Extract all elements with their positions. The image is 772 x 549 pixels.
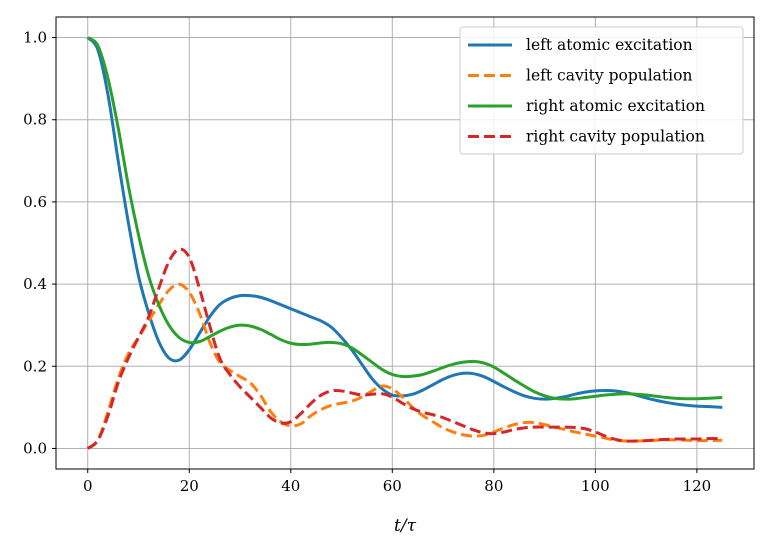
series-line-right-cavity-population (86, 247, 723, 450)
axis-ticks: 0 20 40 60 80 100 120 0.0 0.2 0.4 0.6 0.8 1.0 (23, 29, 711, 495)
axes-frame (55, 16, 755, 470)
series-line-right-atomic-excitation (86, 36, 723, 401)
legend-box (459, 26, 744, 155)
y-tick-label: 0.0 (23, 439, 47, 457)
x-tick-label: 40 (281, 477, 300, 495)
legend-label: left atomic excitation (526, 36, 693, 54)
y-tick-label: 0.6 (23, 193, 47, 211)
x-tick-label: 80 (484, 477, 503, 495)
series-line-left-cavity-population (86, 282, 723, 450)
x-tick-label: 120 (683, 477, 712, 495)
y-tick-label: 0.8 (23, 111, 47, 129)
legend: left atomic excitation left cavity popula… (459, 26, 744, 155)
x-tick-label: 100 (581, 477, 610, 495)
y-tick-label: 1.0 (23, 29, 47, 47)
legend-label: left cavity population (526, 67, 692, 85)
y-tick-label: 0.2 (23, 357, 47, 375)
legend-label: right atomic excitation (526, 97, 705, 115)
x-axis-label: t/τ (394, 516, 417, 536)
x-tick-label: 60 (383, 477, 402, 495)
plot-area (86, 36, 723, 450)
y-tick-label: 0.4 (23, 275, 47, 293)
grid (56, 17, 754, 469)
x-tick-label: 0 (83, 477, 93, 495)
x-tick-label: 20 (180, 477, 199, 495)
legend-label: right cavity population (526, 128, 705, 146)
